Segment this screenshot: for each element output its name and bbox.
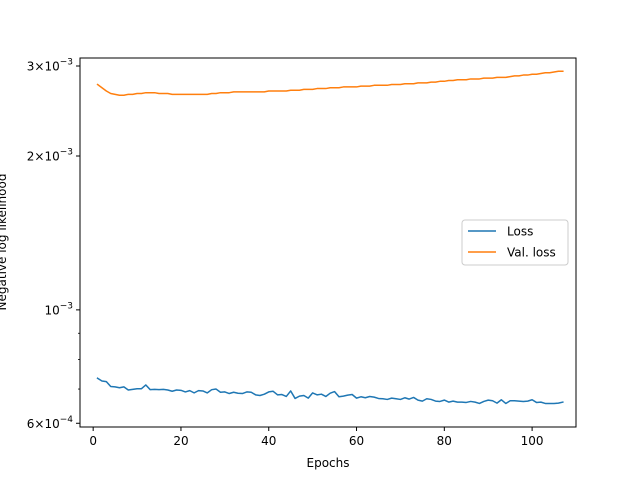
legend-label-val-loss: Val. loss — [507, 246, 556, 260]
x-axis-ticks: 0 20 40 60 80 100 — [89, 427, 544, 448]
y-axis-label: Negative log likelihood — [0, 174, 9, 311]
axes-frame — [79, 57, 577, 428]
y-tick-label: 6×10−4 — [27, 415, 74, 431]
x-tick-label: 60 — [349, 434, 364, 448]
y-tick-label: 10−3 — [44, 301, 73, 317]
x-tick-label: 100 — [521, 434, 544, 448]
legend: Loss Val. loss — [461, 219, 569, 266]
y-tick-label: 2×10−3 — [27, 148, 73, 164]
series-layer — [96, 70, 564, 405]
y-axis-ticks: 3×10−3 2×10−3 10−3 6×10−4 — [27, 57, 80, 431]
legend-label-loss: Loss — [507, 225, 533, 239]
series-line-val-loss — [96, 70, 564, 96]
y-tick-label: 3×10−3 — [27, 57, 73, 73]
x-tick-label: 80 — [437, 434, 452, 448]
x-tick-label: 40 — [261, 434, 276, 448]
series-line-loss — [96, 377, 564, 405]
x-tick-label: 0 — [89, 434, 97, 448]
x-axis-label: Epochs — [307, 456, 350, 470]
x-tick-label: 20 — [173, 434, 188, 448]
